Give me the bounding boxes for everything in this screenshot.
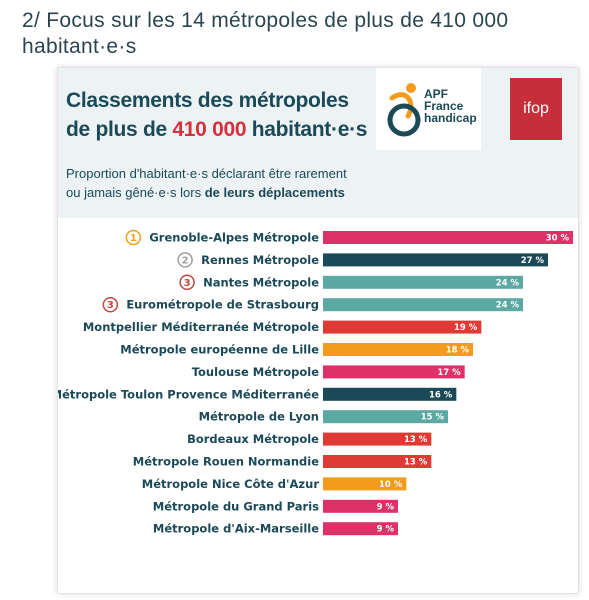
apf-france-handicap-logo: APF France handicap xyxy=(376,68,481,150)
rank-number: 3 xyxy=(107,300,114,311)
category-label: Métropole de Lyon xyxy=(199,410,319,424)
category-label: Métropole du Grand Paris xyxy=(153,499,319,513)
value-label: 13 % xyxy=(404,435,428,445)
page-heading: 2/ Focus sur les 14 métropoles de plus d… xyxy=(22,9,509,58)
bar-chart: Grenoble-Alpes Métropole 30 % 1 Rennes Métr… xyxy=(58,229,573,536)
rank-number: 2 xyxy=(182,255,189,266)
apf-wordmark: APF France handicap xyxy=(424,88,477,124)
ifop-logo: ifop xyxy=(510,78,562,140)
category-label: Métropole Nice Côte d'Azur xyxy=(142,477,320,491)
rank-circle xyxy=(125,229,142,246)
value-label: 13 % xyxy=(404,458,428,468)
value-label: 9 % xyxy=(377,525,395,535)
value-label: 24 % xyxy=(496,278,520,288)
category-label: Rennes Métropole xyxy=(201,253,319,267)
apf-line-2: France xyxy=(424,99,464,113)
bar xyxy=(323,365,465,379)
value-label: 30 % xyxy=(546,234,570,244)
title-suffix: habitant·e·s xyxy=(246,118,368,141)
category-label: Bordeaux Métropole xyxy=(187,432,319,446)
value-label: 15 % xyxy=(421,413,445,423)
bar xyxy=(323,455,432,468)
infographic-card: Classements des métropoles de plus de 41… xyxy=(58,68,578,593)
rank-circle xyxy=(179,274,195,291)
card-header-band xyxy=(58,68,578,218)
value-label: 19 % xyxy=(454,323,478,333)
subtitle-prefix: ou jamais gêné·e·s lors xyxy=(66,185,205,200)
category-label: Toulouse Métropole xyxy=(192,365,319,379)
title-line-1: Classements des métropoles xyxy=(66,89,349,112)
category-label: Eurométropole de Strasbourg xyxy=(126,298,319,312)
subtitle-line-1: Proportion d'habitant·e·s déclarant être… xyxy=(66,166,347,181)
bar xyxy=(323,231,573,244)
category-label: Métropole Rouen Normandie xyxy=(133,455,319,469)
title-highlight: 410 000 xyxy=(172,118,247,141)
value-label: 27 % xyxy=(521,256,545,266)
bar xyxy=(323,298,523,312)
rank-circle xyxy=(102,296,119,313)
title-line-2: de plus de 410 000 habitant·e·s xyxy=(66,115,376,144)
apf-line-1: APF xyxy=(424,87,448,101)
value-label: 17 % xyxy=(437,368,461,378)
chart-subtitle: Proportion d'habitant·e·s déclarant être… xyxy=(66,164,506,202)
value-label: 10 % xyxy=(379,480,403,490)
rank-circle xyxy=(177,252,193,268)
rank-badge: 3 xyxy=(179,274,195,291)
value-label: 24 % xyxy=(496,301,520,311)
value-label: 9 % xyxy=(377,502,395,512)
bar xyxy=(323,253,548,267)
bar xyxy=(323,432,432,446)
category-label: Métropole Toulon Provence Méditerranée xyxy=(58,387,319,401)
rank-badge: 1 xyxy=(125,229,142,246)
bar xyxy=(323,499,398,513)
bar xyxy=(323,410,448,424)
category-label: Grenoble-Alpes Métropole xyxy=(149,231,319,245)
bar xyxy=(323,343,473,356)
apf-line-3: handicap xyxy=(424,111,477,125)
category-label: Métropole européenne de Lille xyxy=(120,343,319,357)
bar xyxy=(323,522,398,536)
subtitle-line-2: ou jamais gêné·e·s lors de leurs déplace… xyxy=(66,183,506,202)
rank-number: 1 xyxy=(130,233,137,244)
title-prefix: de plus de xyxy=(66,118,173,141)
subtitle-strong: de leurs déplacements xyxy=(204,185,345,200)
category-label: Nantes Métropole xyxy=(203,275,319,289)
bar xyxy=(323,320,482,334)
category-label: Métropole d'Aix-Marseille xyxy=(153,522,319,536)
value-label: 16 % xyxy=(429,390,453,400)
bar xyxy=(323,275,523,289)
category-label: Montpellier Méditerranée Métropole xyxy=(83,320,319,334)
value-label: 18 % xyxy=(446,346,470,356)
rank-number: 3 xyxy=(184,278,191,289)
rank-badge: 2 xyxy=(177,252,193,268)
apf-emblem-icon xyxy=(387,83,421,137)
chart-title: Classements des métropoles de plus de 41… xyxy=(66,86,376,144)
bar xyxy=(323,477,407,491)
rank-badge: 3 xyxy=(102,296,119,313)
bar xyxy=(323,387,457,401)
